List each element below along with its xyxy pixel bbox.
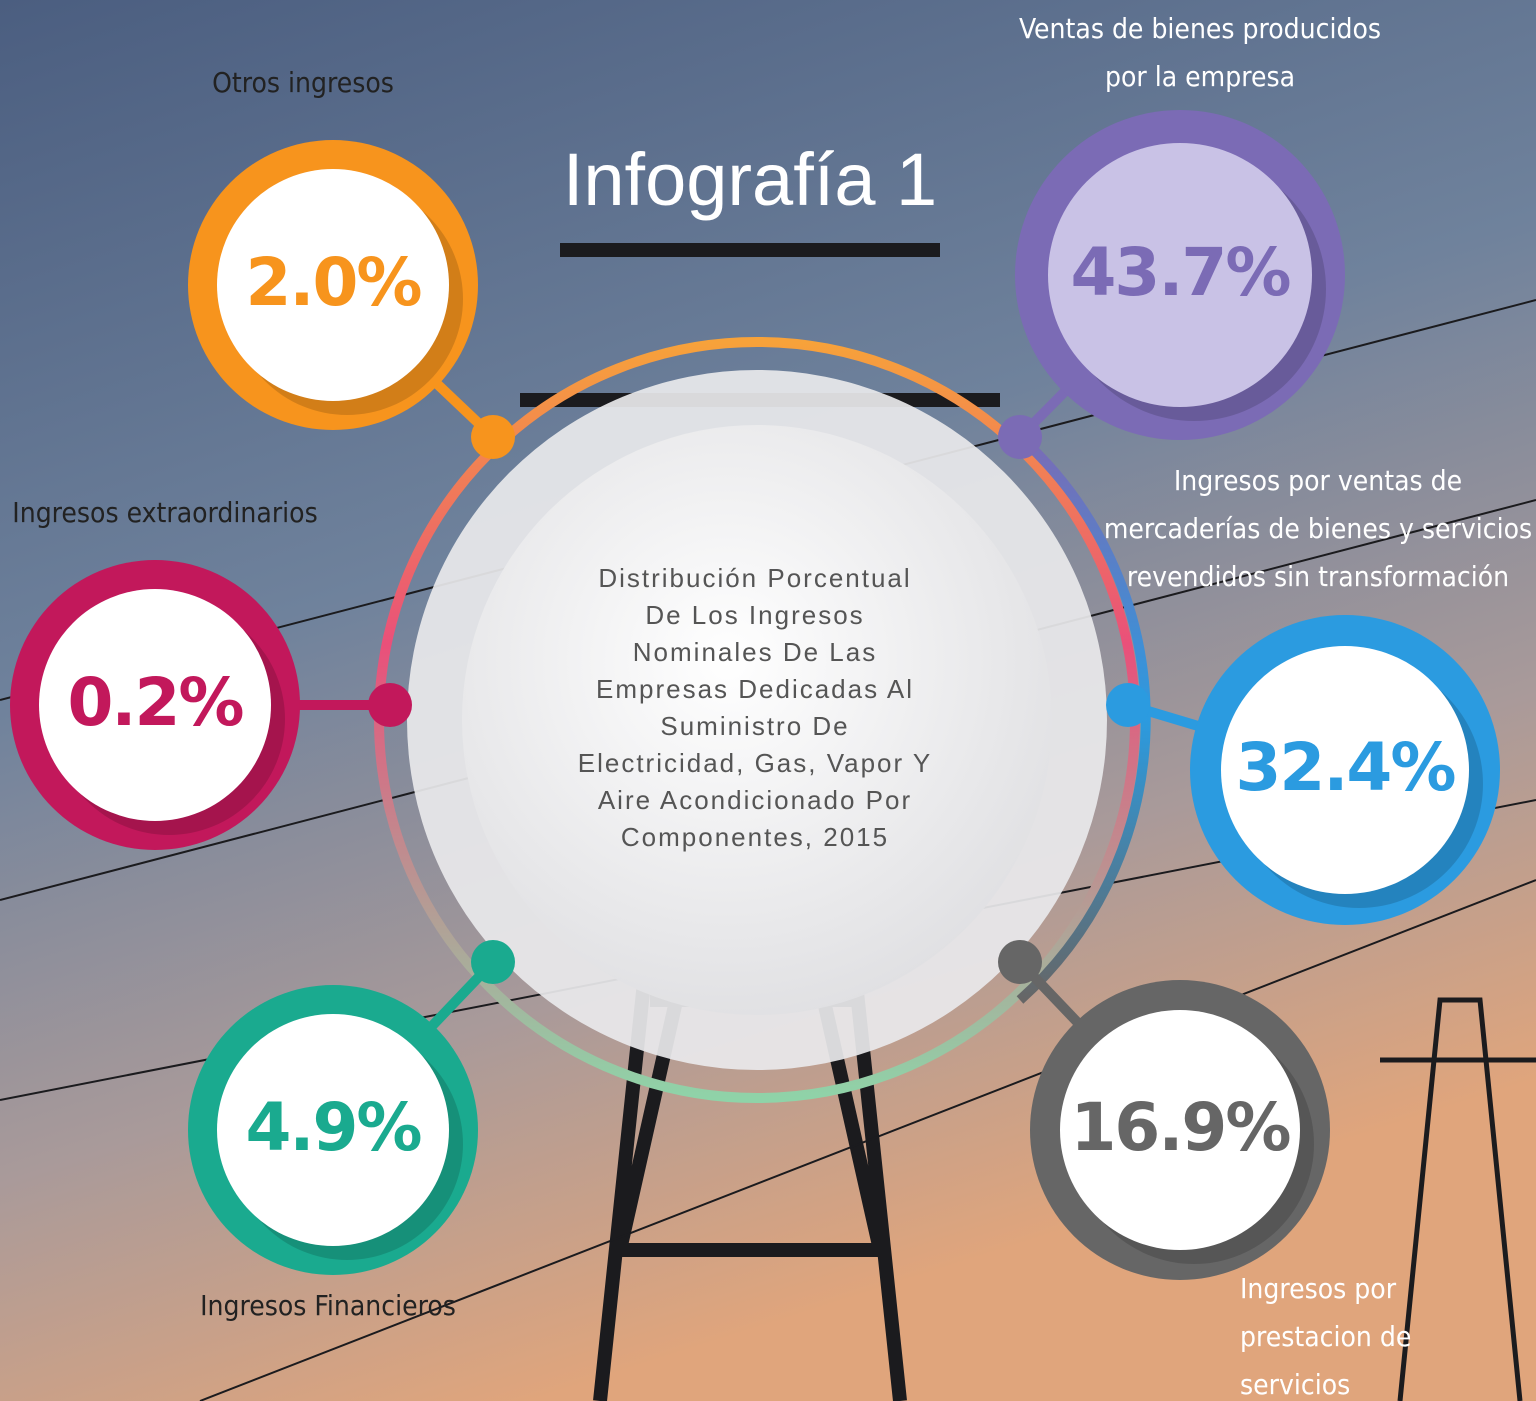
item-label: Otros ingresos [212,66,394,99]
item-label: Ingresos por ventas de [1174,464,1462,497]
percent-value: 32.4% [1236,729,1456,806]
percent-value: 4.9% [245,1089,421,1166]
center-line: Electricidad, Gas, Vapor Y [578,748,933,778]
item-label: servicios [1240,1368,1350,1401]
center-line: Nominales De Las [633,637,877,667]
item-label: revendidos sin transformación [1127,560,1509,593]
item-label: por la empresa [1105,60,1295,93]
connector-dot [998,415,1042,459]
connector-dot [471,415,515,459]
center-line: Empresas Dedicadas Al [596,674,914,704]
percent-value: 0.2% [67,664,243,741]
connector-dot [1106,683,1150,727]
center-line: Distribución Porcentual [598,563,911,593]
item-label: Ventas de bienes producidos [1019,12,1381,45]
center-line: De Los Ingresos [645,600,864,630]
center-line: Suministro De [660,711,849,741]
connector-dot [471,940,515,984]
percent-value: 2.0% [245,244,421,321]
item-label: Ingresos extraordinarios [12,496,317,529]
connector-dot [998,940,1042,984]
percent-value: 16.9% [1071,1089,1291,1166]
center-line: Componentes, 2015 [621,822,889,852]
item-label: mercaderías de bienes y servicios [1104,512,1532,545]
center-line: Aire Acondicionado Por [598,785,912,815]
infographic: Infografía 1 Distribución Porcentual De L… [0,0,1536,1401]
connector-dot [368,683,412,727]
item-label: Ingresos por [1240,1272,1397,1305]
percent-value: 43.7% [1071,234,1291,311]
item-label: prestacion de [1240,1320,1411,1353]
item-label: Ingresos Financieros [200,1289,456,1322]
title: Infografía 1 [563,138,937,221]
